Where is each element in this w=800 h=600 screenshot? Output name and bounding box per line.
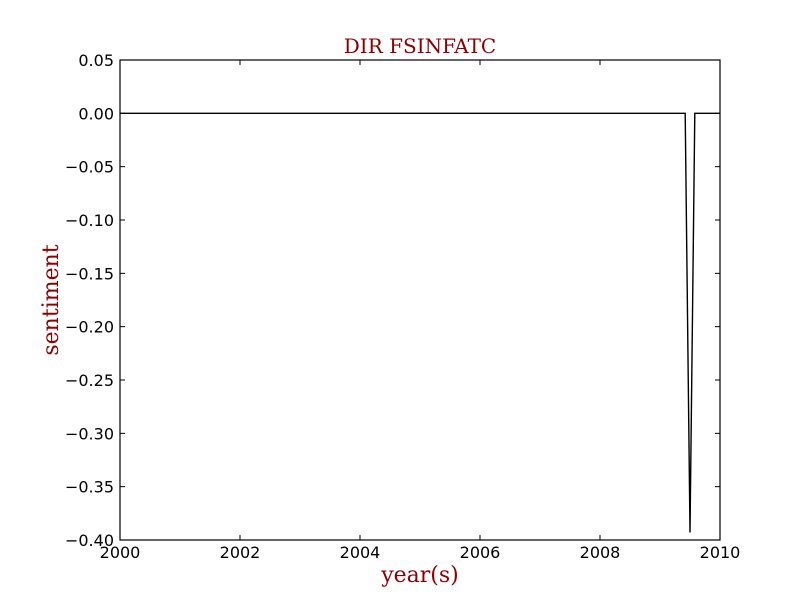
series-line <box>120 112 720 533</box>
y-tick-label: −0.40 <box>65 531 114 550</box>
y-axis-label: sentiment <box>39 244 64 355</box>
x-tick-label: 2002 <box>220 543 261 562</box>
y-tick-label: −0.35 <box>65 478 114 497</box>
x-axis-label: year(s) <box>380 563 459 588</box>
chart-title: DIR FSINFATC <box>344 34 496 58</box>
x-tick-label: 2006 <box>460 543 501 562</box>
y-tick-label: −0.05 <box>65 158 114 177</box>
x-tick-label: 2004 <box>340 543 381 562</box>
axis-ticks: 2000 2002 2004 2006 2008 2010 0.05 0.00 −0.05 −0.… <box>65 51 740 562</box>
y-tick-label: −0.15 <box>65 264 114 283</box>
plot-frame <box>119 59 721 541</box>
y-tick-label: −0.30 <box>65 424 114 443</box>
series-layer <box>120 112 720 533</box>
y-tick-label: 0.05 <box>78 51 114 70</box>
x-tick-label: 2010 <box>700 543 741 562</box>
y-tick-label: 0.00 <box>78 104 114 123</box>
x-tick-label: 2000 <box>100 543 141 562</box>
y-tick-label: −0.20 <box>65 318 114 337</box>
x-tick-label: 2008 <box>580 543 621 562</box>
y-tick-label: −0.10 <box>65 211 114 230</box>
y-tick-label: −0.25 <box>65 371 114 390</box>
